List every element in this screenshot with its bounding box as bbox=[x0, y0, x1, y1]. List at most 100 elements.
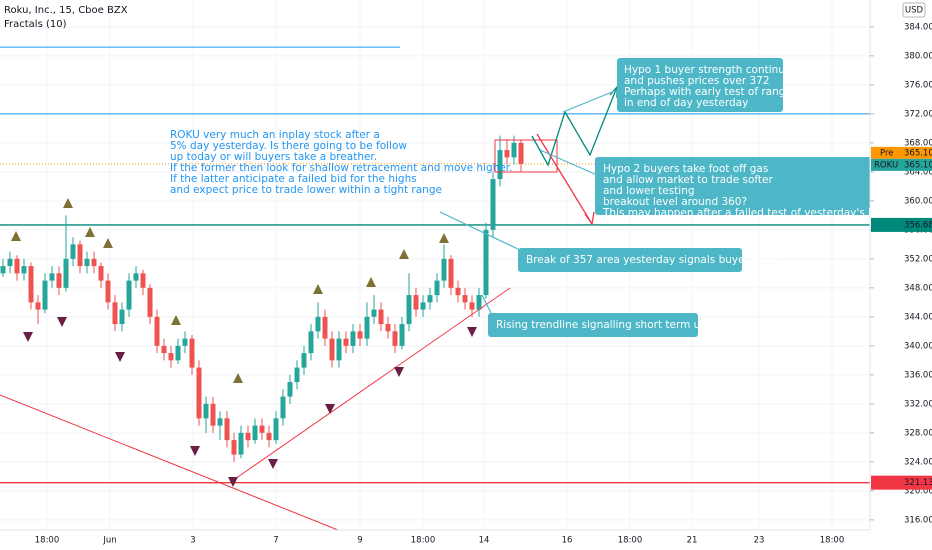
candle-body bbox=[140, 273, 146, 288]
candle-body bbox=[49, 273, 55, 281]
fractal-down bbox=[325, 404, 335, 414]
annotation-text: Hypo 2 buyers take foot off gas bbox=[603, 163, 768, 175]
y-tick-label: 380.00 bbox=[904, 51, 932, 61]
indicator-label: Fractals (10) bbox=[4, 19, 67, 30]
annotation-text: breakout level around 360? bbox=[603, 196, 747, 208]
candle-body bbox=[329, 338, 335, 361]
candle-body bbox=[364, 316, 370, 339]
y-tick-label: 384.00 bbox=[904, 22, 932, 32]
fractal-down bbox=[467, 327, 477, 337]
fractal-down bbox=[190, 446, 200, 456]
price-tag-pre: Pre bbox=[880, 148, 894, 158]
candle-body bbox=[77, 244, 83, 267]
annotation-text: ROKU very much an inplay stock after a bbox=[170, 129, 380, 141]
candle-body bbox=[91, 258, 97, 267]
candle-body bbox=[56, 273, 62, 288]
candle-body bbox=[406, 295, 412, 325]
fractal-up bbox=[171, 315, 181, 325]
candle-body bbox=[105, 280, 111, 303]
candle-body bbox=[273, 418, 279, 441]
y-tick-label: 324.00 bbox=[904, 457, 932, 467]
candle-body bbox=[63, 258, 69, 288]
fractal-down bbox=[23, 332, 33, 342]
callout-text: Rising trendline signalling short term u… bbox=[496, 319, 738, 331]
plot bbox=[0, 0, 870, 530]
candle-body bbox=[357, 331, 363, 339]
arrow-head bbox=[584, 211, 595, 226]
candle-body bbox=[259, 425, 265, 433]
candle-body bbox=[217, 418, 223, 426]
x-tick-label: 9 bbox=[357, 536, 362, 546]
candle-body bbox=[231, 440, 237, 455]
candle-body bbox=[420, 302, 426, 310]
fractal-down bbox=[57, 317, 67, 327]
candle-body bbox=[42, 280, 48, 310]
candle-body bbox=[210, 403, 216, 426]
annotation-text: and expect price to trade lower within a… bbox=[170, 184, 442, 196]
candle-body bbox=[224, 418, 230, 441]
x-tick-label: 23 bbox=[754, 536, 765, 546]
candle-body bbox=[462, 295, 468, 303]
annotation-text: Hypo 1 buyer strength continues bbox=[624, 64, 797, 76]
price-tag-symbol: ROKU bbox=[874, 160, 898, 170]
fractal-down bbox=[115, 352, 125, 362]
fractal-up bbox=[233, 373, 243, 383]
candle-body bbox=[203, 403, 209, 419]
candle-body bbox=[308, 331, 314, 354]
x-tick-label: 16 bbox=[562, 536, 573, 546]
callout-pointer bbox=[481, 294, 493, 316]
x-tick-label: 18:00 bbox=[35, 536, 60, 546]
callout-pointer bbox=[539, 149, 598, 176]
y-tick-label: 316.00 bbox=[904, 515, 932, 525]
callout-pointer bbox=[562, 89, 618, 113]
candle-body bbox=[336, 338, 342, 361]
candle-body bbox=[434, 280, 440, 296]
callout-box bbox=[488, 313, 698, 337]
candle-body bbox=[504, 150, 510, 158]
bear-path bbox=[536, 133, 593, 225]
candle-body bbox=[266, 432, 272, 441]
candle-body bbox=[455, 287, 461, 296]
candle-body bbox=[112, 302, 118, 325]
candle-body bbox=[490, 179, 496, 230]
candle-body bbox=[238, 432, 244, 455]
x-tick-label: 7 bbox=[273, 536, 278, 546]
candle-body bbox=[119, 309, 125, 325]
candle-body bbox=[371, 309, 377, 317]
y-tick-label: 376.00 bbox=[904, 80, 932, 90]
y-tick-label: 328.00 bbox=[904, 428, 932, 438]
x-tick-label: 14 bbox=[479, 536, 490, 546]
annotation-text: up today or will buyers take a breather. bbox=[170, 151, 377, 163]
price-tag bbox=[871, 158, 932, 171]
annotation-text: If the former then look for shallow retr… bbox=[170, 162, 512, 174]
candle-body bbox=[21, 266, 27, 274]
candle-body bbox=[196, 367, 202, 419]
callout-box bbox=[595, 157, 880, 215]
y-tick-label: 336.00 bbox=[904, 370, 932, 380]
candle-body bbox=[497, 150, 503, 180]
trend-line-up bbox=[231, 287, 511, 482]
callout-box bbox=[518, 248, 742, 272]
candle-body bbox=[343, 338, 349, 346]
callout-text: Break of 357 area yesterday signals buye… bbox=[526, 254, 783, 266]
candle-body bbox=[161, 345, 167, 354]
bull-path bbox=[531, 86, 618, 167]
fractal-up bbox=[399, 249, 409, 259]
y-tick-label: 352.00 bbox=[904, 254, 932, 264]
candle-body bbox=[392, 331, 398, 346]
candle-body bbox=[84, 258, 90, 267]
candle-body bbox=[175, 345, 181, 361]
candle-body bbox=[413, 295, 419, 310]
candle-body bbox=[287, 382, 293, 397]
x-tick-label: Jun bbox=[102, 536, 116, 546]
trend-line-down bbox=[0, 394, 339, 531]
currency: USD bbox=[905, 6, 924, 16]
candle-body bbox=[378, 309, 384, 325]
fractal-up bbox=[313, 284, 323, 294]
fractal-up bbox=[366, 277, 376, 287]
candle-body bbox=[448, 258, 454, 288]
fractal-up bbox=[11, 231, 21, 241]
candle-body bbox=[476, 295, 482, 310]
x-tick-label: 3 bbox=[190, 536, 195, 546]
